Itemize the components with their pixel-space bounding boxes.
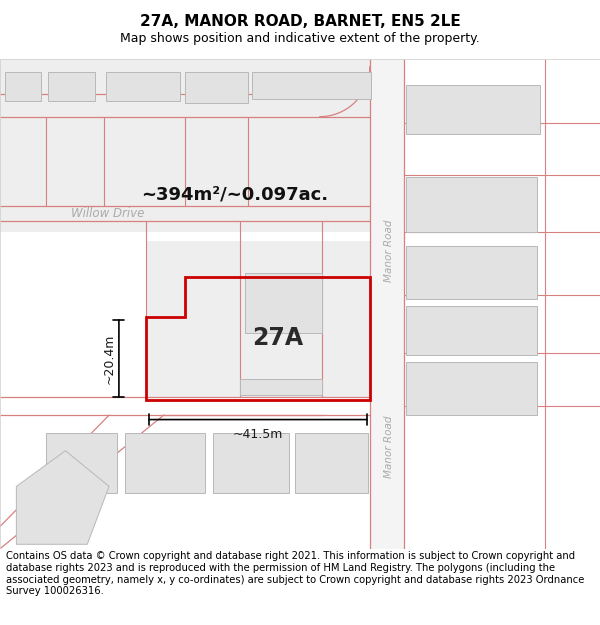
Text: Manor Road: Manor Road [384,415,394,478]
Text: Map shows position and indicative extent of the property.: Map shows position and indicative extent… [120,32,480,45]
Bar [213,433,289,493]
Bar [146,241,398,398]
Text: 27A: 27A [253,326,304,350]
Bar [252,72,371,99]
Bar [240,379,322,395]
Text: ~394m²/~0.097ac.: ~394m²/~0.097ac. [141,186,328,204]
Bar [0,59,371,233]
Bar [185,72,248,103]
Bar [406,86,540,134]
Polygon shape [16,451,109,544]
Text: Willow Drive: Willow Drive [71,207,144,220]
Bar [48,72,95,101]
Bar [295,433,368,493]
Bar [46,433,117,493]
Bar [106,72,180,101]
Bar [406,306,537,355]
Bar [125,433,205,493]
Text: Manor Road: Manor Road [384,219,394,281]
Bar [406,177,537,232]
Bar [406,362,537,415]
Bar [406,246,537,299]
Text: ~20.4m: ~20.4m [103,333,116,384]
Text: 27A, MANOR ROAD, BARNET, EN5 2LE: 27A, MANOR ROAD, BARNET, EN5 2LE [140,14,460,29]
Text: ~41.5m: ~41.5m [233,428,283,441]
Bar [370,59,404,549]
Text: Contains OS data © Crown copyright and database right 2021. This information is : Contains OS data © Crown copyright and d… [6,551,584,596]
Bar [245,272,322,332]
Bar [5,72,41,101]
